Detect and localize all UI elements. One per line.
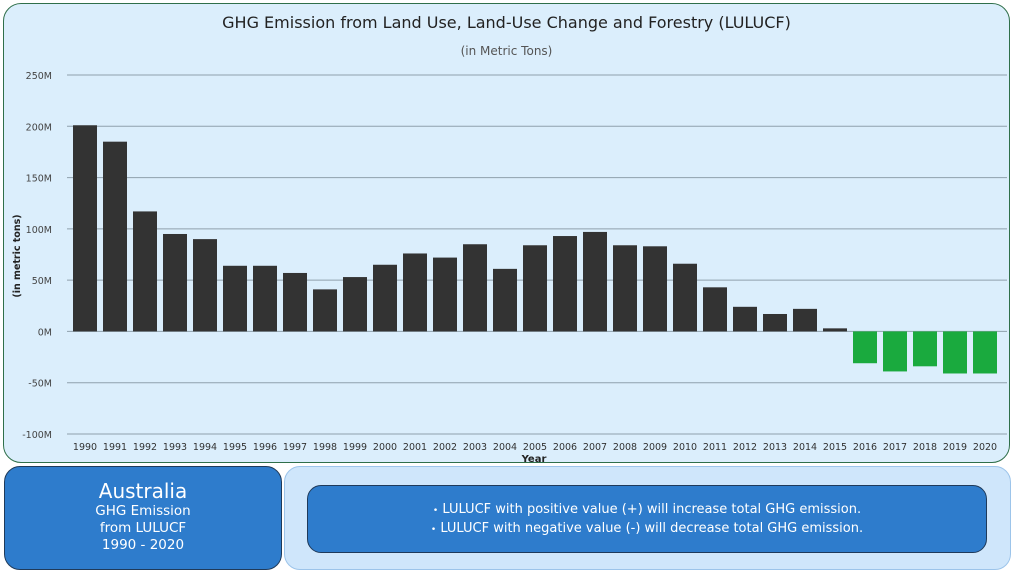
chart-subtitle: (in Metric Tons) <box>460 44 553 58</box>
y-axis-label: (in metric tons) <box>12 214 23 297</box>
y-tick-label: 250M <box>26 71 52 82</box>
bar-2001[interactable] <box>403 253 427 332</box>
bar-2008[interactable] <box>613 245 637 332</box>
x-tick-label: 2003 <box>463 442 487 453</box>
x-tick-label: 2009 <box>643 442 667 453</box>
x-tick-label: 1990 <box>73 442 97 453</box>
summary-line-2: from LULUCF <box>99 520 187 536</box>
x-tick-label: 1996 <box>253 442 277 453</box>
x-tick-label: 1991 <box>103 442 127 453</box>
x-tick-label: 1993 <box>163 442 187 453</box>
x-tick-label: 1998 <box>313 442 337 453</box>
x-tick-label: 1999 <box>343 442 367 453</box>
x-tick-label: 2000 <box>373 442 397 453</box>
note-positive-text: LULUCF with positive value (+) will incr… <box>442 502 862 517</box>
x-tick-label: 2005 <box>523 442 547 453</box>
summary-line-1: GHG Emission <box>95 503 191 519</box>
note-positive: • LULUCF with positive value (+) will in… <box>308 501 986 520</box>
x-tick-label: 2020 <box>973 442 997 453</box>
y-tick-label: -100M <box>22 430 52 441</box>
x-tick-label: 2004 <box>493 442 517 453</box>
bar-1997[interactable] <box>283 272 307 332</box>
bar-1996[interactable] <box>253 265 277 332</box>
bar-2017[interactable] <box>883 331 907 372</box>
bar-1999[interactable] <box>343 277 367 332</box>
y-tick-label: 200M <box>26 122 52 133</box>
bar-2015[interactable] <box>823 328 847 332</box>
x-axis-label: Year <box>521 454 547 463</box>
chart-title: GHG Emission from Land Use, Land-Use Cha… <box>222 13 791 32</box>
bar-2016[interactable] <box>853 331 877 364</box>
x-tick-label: 2017 <box>883 442 907 453</box>
bar-2004[interactable] <box>493 268 517 332</box>
x-tick-label: 2013 <box>763 442 787 453</box>
x-tick-label: 1995 <box>223 442 247 453</box>
bar-2014[interactable] <box>793 308 817 332</box>
bar-1995[interactable] <box>223 265 247 332</box>
x-tick-label: 1994 <box>193 442 217 453</box>
x-tick-label: 2010 <box>673 442 697 453</box>
bar-1998[interactable] <box>313 289 337 332</box>
y-tick-label: 100M <box>26 225 52 236</box>
x-tick-label: 2011 <box>703 442 727 453</box>
bar-2020[interactable] <box>973 331 997 374</box>
bar-2012[interactable] <box>733 306 757 332</box>
x-tick-label: 2016 <box>853 442 877 453</box>
x-tick-label: 1992 <box>133 442 157 453</box>
bar-2011[interactable] <box>703 287 727 332</box>
bar-2006[interactable] <box>553 236 577 332</box>
note-negative-text: LULUCF with negative value (-) will decr… <box>440 521 864 536</box>
x-tick-label: 2008 <box>613 442 637 453</box>
x-tick-label: 2019 <box>943 442 967 453</box>
bar-2013[interactable] <box>763 313 787 332</box>
bar-1991[interactable] <box>103 141 127 332</box>
x-tick-label: 2002 <box>433 442 457 453</box>
country-name: Australia <box>98 479 188 503</box>
bar-2005[interactable] <box>523 245 547 332</box>
notes-panel: • LULUCF with positive value (+) will in… <box>284 466 1011 570</box>
x-tick-label: 2014 <box>793 442 817 453</box>
x-tick-label: 2015 <box>823 442 847 453</box>
bar-1992[interactable] <box>133 211 157 332</box>
bar-1990[interactable] <box>73 125 97 332</box>
y-tick-label: 0M <box>38 327 52 338</box>
dot-icon: • <box>430 525 437 535</box>
bar-2002[interactable] <box>433 257 457 332</box>
bar-2010[interactable] <box>673 263 697 332</box>
x-tick-label: 2006 <box>553 442 577 453</box>
bar-2000[interactable] <box>373 264 397 332</box>
chart-panel: GHG Emission from Land Use, Land-Use Cha… <box>3 3 1010 463</box>
x-tick-label: 2007 <box>583 442 607 453</box>
bar-1994[interactable] <box>193 239 217 332</box>
x-tick-label: 2001 <box>403 442 427 453</box>
x-tick-label: 1997 <box>283 442 307 453</box>
bar-2019[interactable] <box>943 331 967 374</box>
summary-card: Australia GHG Emission from LULUCF 1990 … <box>4 466 282 570</box>
y-tick-label: 150M <box>26 174 52 185</box>
bar-2003[interactable] <box>463 244 487 332</box>
bar-2009[interactable] <box>643 246 667 332</box>
x-tick-label: 2018 <box>913 442 937 453</box>
notes-box: • LULUCF with positive value (+) will in… <box>307 485 987 553</box>
bar-2018[interactable] <box>913 331 937 367</box>
y-tick-label: 50M <box>32 276 52 287</box>
summary-line-3: 1990 - 2020 <box>101 537 185 553</box>
bar-chart: -100M -50M 0M 50M 100M 150M 200M 250M 1990 1991 19… <box>12 71 1007 463</box>
dot-icon: • <box>432 506 439 516</box>
y-tick-label: -50M <box>28 379 52 390</box>
bar-1993[interactable] <box>163 233 187 332</box>
note-negative: • LULUCF with negative value (-) will de… <box>308 520 986 539</box>
bar-2007[interactable] <box>583 231 607 332</box>
x-tick-label: 2012 <box>733 442 757 453</box>
